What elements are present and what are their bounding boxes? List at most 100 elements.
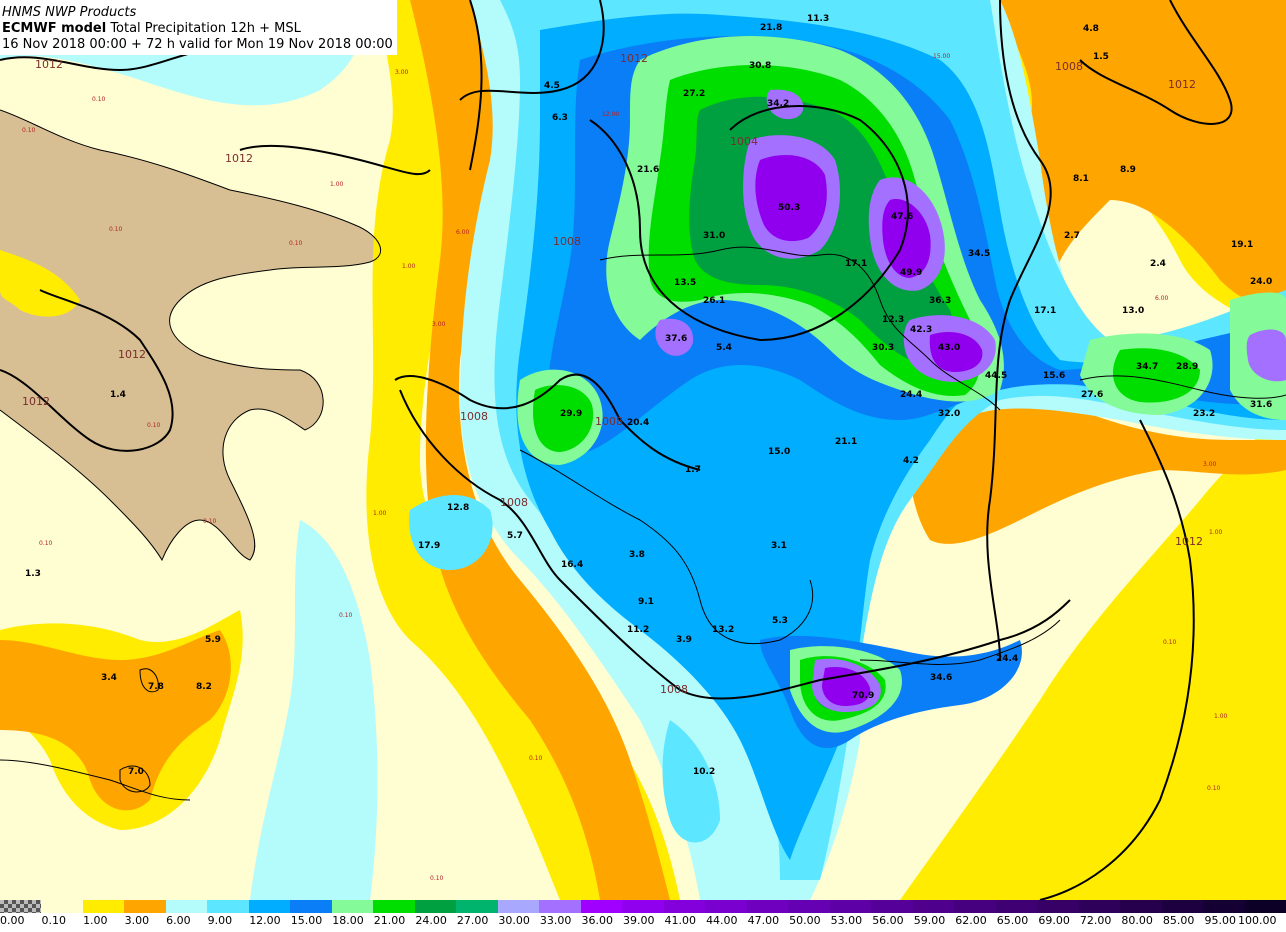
legend-swatch — [663, 900, 706, 913]
legend-swatch — [414, 900, 457, 913]
legend-swatch — [1120, 900, 1162, 913]
precip-value: 27.6 — [1081, 390, 1103, 400]
precip-value: 4.8 — [1083, 24, 1099, 34]
precip-value: 43.0 — [938, 343, 960, 353]
isobar-label: 1004 — [730, 135, 758, 148]
isobar-label: 1012 — [22, 395, 50, 408]
legend-label: 18.00 — [332, 914, 364, 927]
legend-swatch — [829, 900, 872, 913]
isobar-label: 1012 — [225, 152, 253, 165]
legend-swatch — [165, 900, 208, 913]
legend-label: 30.00 — [498, 914, 530, 927]
legend-label: 39.00 — [623, 914, 655, 927]
isobar-label: 1008 — [1055, 60, 1083, 73]
legend-swatch — [0, 900, 42, 913]
legend-label: 95.00 — [1204, 914, 1236, 927]
legend-label: 59.00 — [913, 914, 946, 927]
precip-value: 13.0 — [1122, 306, 1144, 316]
precip-value: 1.7 — [685, 465, 701, 475]
legend-swatch — [1161, 900, 1204, 913]
precip-value: 5.9 — [205, 635, 221, 645]
contour-value: 0.10 — [430, 875, 444, 882]
contour-value: 1.00 — [1214, 713, 1228, 720]
contour-value: 3.00 — [395, 69, 409, 76]
isobar-label: 1012 — [1175, 535, 1203, 548]
legend-label: 69.00 — [1038, 914, 1070, 927]
legend-swatch — [622, 900, 664, 913]
precip-value: 34.5 — [968, 249, 990, 259]
contour-value-labels: 0.10 0.10 0.10 0.10 0.10 0.10 0.10 0.10 … — [22, 53, 1228, 882]
isobar-label: 1008 — [660, 683, 688, 696]
precip-band-2 — [410, 0, 670, 900]
contour-value: 0.10 — [203, 518, 217, 525]
precip-value: 44.5 — [985, 371, 1007, 381]
legend-swatch — [912, 900, 955, 913]
precip-band-8b — [532, 385, 594, 452]
precip-value: 16.4 — [561, 560, 583, 570]
precip-band-8d — [1112, 348, 1200, 403]
precip-value: 13.2 — [712, 625, 734, 635]
precip-value: 11.2 — [627, 625, 649, 635]
legend-label: 36.00 — [581, 914, 613, 927]
product-source: HNMS NWP Products — [2, 5, 137, 20]
legend-label: 24.00 — [415, 914, 447, 927]
contour-value: 0.10 — [147, 422, 161, 429]
precip-band-2e — [0, 630, 231, 811]
precip-core-4 — [655, 318, 694, 356]
precip-value: 11.3 — [807, 14, 829, 24]
precip-value: 30.3 — [872, 343, 894, 353]
legend-label: 21.00 — [373, 914, 406, 927]
precip-value: 42.3 — [910, 325, 932, 335]
legend-swatch — [788, 900, 830, 913]
contour-value: 0.10 — [1163, 639, 1177, 646]
precip-value: 3.4 — [101, 673, 117, 683]
precip-value: 3.9 — [676, 635, 692, 645]
legend-swatch — [705, 900, 747, 913]
contour-value: 1.00 — [402, 263, 416, 270]
contour-value: 0.10 — [339, 612, 353, 619]
legend-swatch — [539, 900, 581, 913]
isobar-labels: 1012 1012 1012 1012 1012 1012 1008 1008 … — [22, 52, 1203, 696]
legend-label: 62.00 — [955, 914, 987, 927]
precip-value: 1.4 — [110, 390, 126, 400]
precip-value: 4.2 — [903, 456, 919, 466]
contour-value: 3.00 — [432, 321, 446, 328]
precip-value: 27.2 — [683, 89, 705, 99]
legend-label: 56.00 — [872, 914, 904, 927]
precip-band-3c — [250, 520, 378, 900]
precip-value: 5.3 — [772, 616, 788, 626]
legend-label: 100.00 — [1238, 914, 1277, 927]
legend-swatch — [124, 900, 166, 913]
contour-value: 0.10 — [289, 240, 303, 247]
precip-value: 7.8 — [148, 682, 164, 692]
legend-label: 12.00 — [249, 914, 281, 927]
legend-label: 44.00 — [706, 914, 738, 927]
precip-core-6 — [1246, 329, 1286, 382]
legend-swatch — [1203, 900, 1245, 913]
precip-core-3b — [929, 331, 983, 372]
validity-line: 16 Nov 2018 00:00 + 72 h valid for Mon 1… — [2, 37, 393, 52]
coastlines — [0, 109, 1286, 801]
precip-value: 1.5 — [1093, 52, 1109, 62]
precip-core-7 — [766, 89, 804, 120]
precip-value: 4.5 — [544, 81, 560, 91]
contour-value: 0.10 — [39, 540, 53, 547]
isobar-label: 1008 — [460, 410, 488, 423]
precip-value: 12.3 — [882, 315, 904, 325]
precip-value: 17.9 — [418, 541, 440, 551]
legend-swatch — [456, 900, 498, 913]
isobars — [0, 0, 1233, 900]
precip-value: 21.1 — [835, 437, 857, 447]
legend-swatch — [746, 900, 789, 913]
contour-value: 3.00 — [1203, 461, 1217, 468]
precip-value: 5.4 — [716, 343, 732, 353]
precip-value: 21.6 — [637, 165, 659, 175]
precip-value: 26.1 — [703, 296, 725, 306]
precip-value: 2.7 — [1064, 231, 1080, 241]
isobar-label: 1012 — [35, 58, 63, 71]
product-name: Total Precipitation 12h + MSL — [110, 21, 301, 36]
precip-value: 34.2 — [767, 99, 789, 109]
legend-swatch — [41, 900, 83, 913]
precip-value: 12.8 — [447, 503, 469, 513]
